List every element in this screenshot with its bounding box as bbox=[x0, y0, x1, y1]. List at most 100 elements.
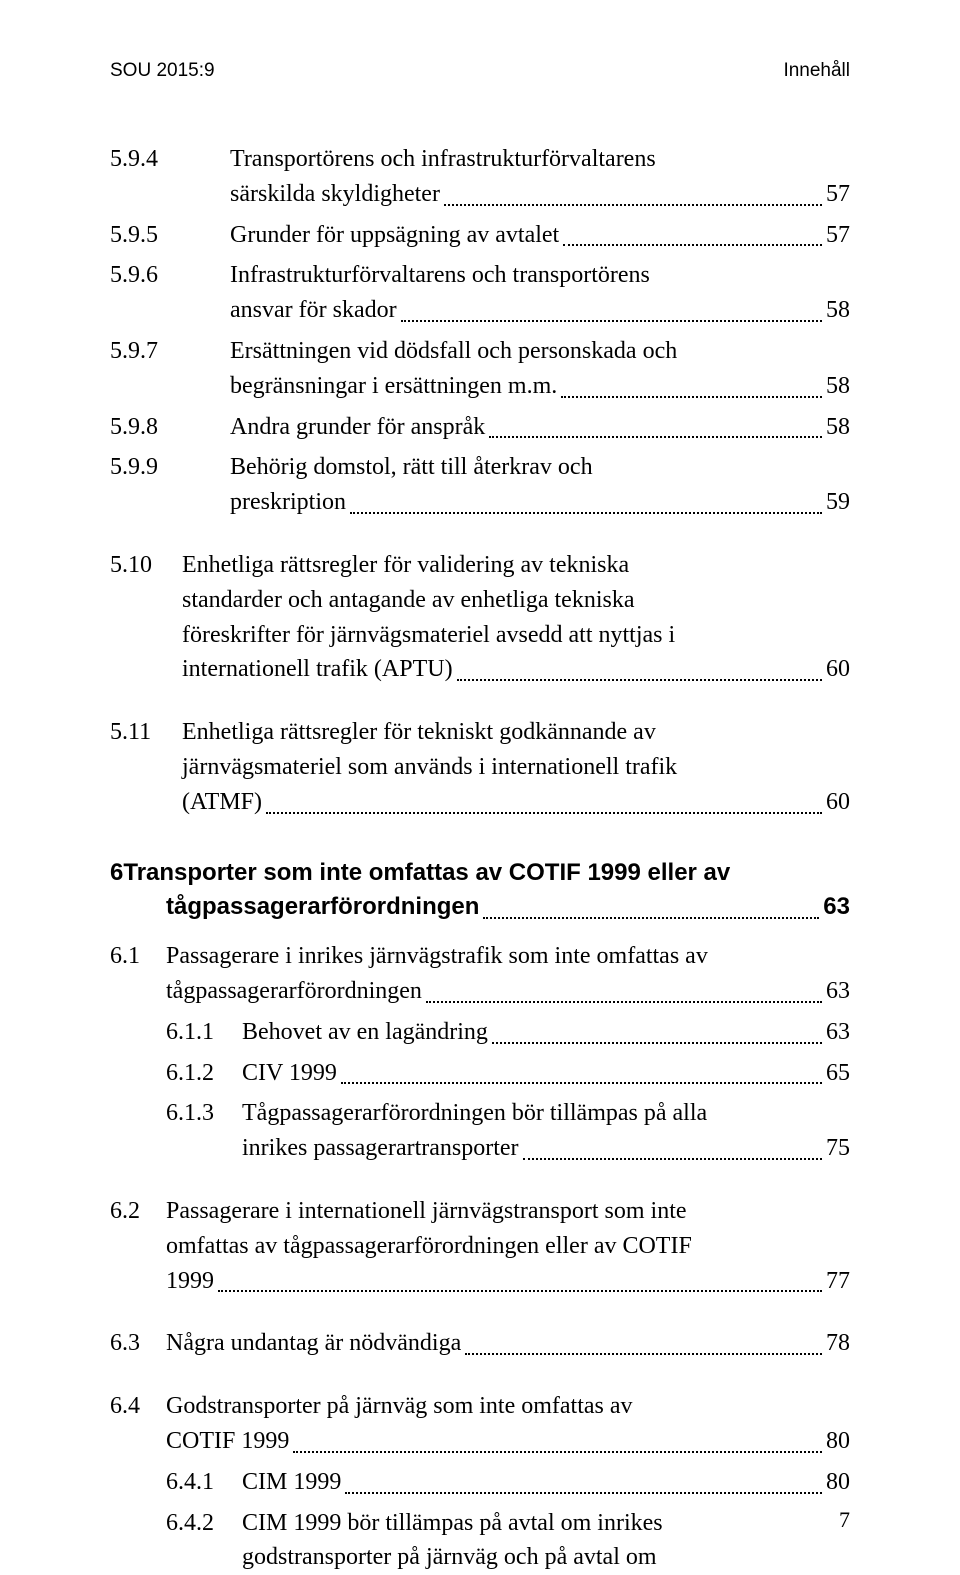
toc-chapter: 6Transporter som inte omfattas av COTIF … bbox=[110, 856, 850, 926]
toc-num: 5.11 bbox=[110, 715, 182, 750]
toc-title: Andra grunder för anspråk bbox=[230, 410, 485, 445]
toc-entry: 6.2Passagerare i internationell järnvägs… bbox=[110, 1194, 850, 1298]
toc-page: 59 bbox=[826, 485, 850, 520]
toc-title: godstransporter på järnväg och på avtal … bbox=[166, 1540, 850, 1575]
toc-entry: 6.4Godstransporter på järnväg som inte o… bbox=[110, 1389, 850, 1575]
toc-entry: 6.3 Några undantag är nödvändiga 78 bbox=[110, 1326, 850, 1361]
toc-page: 65 bbox=[826, 1056, 850, 1091]
leader bbox=[293, 1450, 822, 1453]
toc-entry: 5.11Enhetliga rättsregler för tekniskt g… bbox=[110, 715, 850, 819]
leader bbox=[401, 319, 822, 322]
toc-title: standarder och antagande av enhetliga te… bbox=[110, 583, 850, 618]
toc-entry: 5.9.4Transportörens och infrastrukturför… bbox=[110, 142, 850, 212]
toc-num: 6.3 bbox=[110, 1326, 166, 1361]
toc-entry: 5.9.6Infrastrukturförvaltarens och trans… bbox=[110, 258, 850, 328]
toc-title: CIV 1999 bbox=[242, 1056, 337, 1091]
toc-title: Passagerare i internationell järnvägstra… bbox=[166, 1194, 687, 1229]
toc-entry: 5.9.8 Andra grunder för anspråk 58 bbox=[110, 410, 850, 445]
toc-title: omfattas av tågpassagerarförordningen el… bbox=[110, 1229, 850, 1264]
toc-entry: 5.10Enhetliga rättsregler för validering… bbox=[110, 548, 850, 687]
leader bbox=[563, 243, 822, 246]
toc-num: 6.2 bbox=[110, 1194, 166, 1229]
toc-entry: 5.9.9Behörig domstol, rätt till återkrav… bbox=[110, 450, 850, 520]
toc-title: Ersättningen vid dödsfall och personskad… bbox=[230, 334, 677, 369]
toc-num: 5.9.4 bbox=[110, 142, 230, 177]
toc-title: COTIF 1999 bbox=[166, 1424, 289, 1459]
toc-title: inrikes passagerartransporter bbox=[242, 1131, 519, 1166]
toc-title: CIM 1999 bör tillämpas på avtal om inrik… bbox=[242, 1506, 663, 1541]
toc-entry: 6.1Passagerare i inrikes järnvägstrafik … bbox=[110, 939, 850, 1166]
toc-page: 63 bbox=[826, 1015, 850, 1050]
leader bbox=[350, 511, 822, 514]
toc-title: ansvar för skador bbox=[230, 293, 397, 328]
toc-num: 6 bbox=[110, 856, 123, 891]
toc-entry: 5.9.7Ersättningen vid dödsfall och perso… bbox=[110, 334, 850, 404]
leader bbox=[345, 1491, 822, 1494]
toc-title: tågpassagerarförordningen bbox=[166, 974, 422, 1009]
toc-entry: 6.4.1CIM 1999 80 bbox=[110, 1465, 850, 1500]
toc-page: 80 bbox=[826, 1465, 850, 1500]
toc-title: Enhetliga rättsregler för tekniskt godkä… bbox=[182, 715, 656, 750]
leader bbox=[483, 916, 819, 919]
toc-entry: 6.4.2CIM 1999 bör tillämpas på avtal om … bbox=[110, 1506, 850, 1575]
toc-page: 75 bbox=[826, 1131, 850, 1166]
toc-num: 6.4.2 bbox=[166, 1506, 242, 1541]
toc-entry: 6.1.1Behovet av en lagändring63 bbox=[110, 1015, 850, 1050]
toc-page: 60 bbox=[826, 785, 850, 820]
toc-entry: 6.1.3Tågpassagerarförordningen bör tillä… bbox=[110, 1096, 850, 1166]
toc-title: Behörig domstol, rätt till återkrav och bbox=[230, 450, 593, 485]
toc-title: Tågpassagerarförordningen bör tillämpas … bbox=[242, 1096, 707, 1131]
toc-num: 5.9.5 bbox=[110, 218, 230, 253]
toc-page: 63 bbox=[826, 974, 850, 1009]
toc-page: 58 bbox=[826, 410, 850, 445]
toc-num: 6.1 bbox=[110, 939, 166, 974]
toc-page: 57 bbox=[826, 177, 850, 212]
toc-title: Grunder för uppsägning av avtalet bbox=[230, 218, 559, 253]
page-number: 7 bbox=[839, 1507, 850, 1533]
toc-page: 80 bbox=[826, 1424, 850, 1459]
leader bbox=[218, 1289, 822, 1292]
toc-num: 5.9.8 bbox=[110, 410, 230, 445]
toc-page: 60 bbox=[826, 652, 850, 687]
running-header: SOU 2015:9 Innehåll bbox=[110, 60, 850, 82]
toc-entry: 5.9.5 Grunder för uppsägning av avtalet … bbox=[110, 218, 850, 253]
leader bbox=[489, 435, 822, 438]
header-left: SOU 2015:9 bbox=[110, 60, 215, 82]
leader bbox=[426, 1000, 822, 1003]
toc-num: 6.1.1 bbox=[166, 1015, 242, 1050]
toc-entry: 6.1.2CIV 1999 65 bbox=[110, 1056, 850, 1091]
toc-page: 57 bbox=[826, 218, 850, 253]
toc-num: 5.9.9 bbox=[110, 450, 230, 485]
toc-num: 5.10 bbox=[110, 548, 182, 583]
table-of-contents: 5.9.4Transportörens och infrastrukturför… bbox=[110, 142, 850, 1575]
leader bbox=[523, 1157, 822, 1160]
toc-title: preskription bbox=[230, 485, 346, 520]
toc-num: 6.1.2 bbox=[166, 1056, 242, 1091]
leader bbox=[444, 203, 822, 206]
leader bbox=[266, 811, 822, 814]
toc-page: 78 bbox=[826, 1326, 850, 1361]
toc-title: föreskrifter för järnvägsmateriel avsedd… bbox=[110, 618, 850, 653]
toc-num: 6.4.1 bbox=[166, 1465, 242, 1500]
toc-page: 77 bbox=[826, 1264, 850, 1299]
toc-title: Transporter som inte omfattas av COTIF 1… bbox=[123, 856, 730, 891]
toc-title: (ATMF) bbox=[182, 785, 262, 820]
toc-title: Infrastrukturförvaltarens och transportö… bbox=[230, 258, 650, 293]
leader bbox=[457, 678, 822, 681]
toc-title: särskilda skyldigheter bbox=[230, 177, 440, 212]
toc-title: tågpassagerarförordningen bbox=[166, 890, 479, 925]
leader bbox=[561, 395, 822, 398]
toc-page: 58 bbox=[826, 293, 850, 328]
toc-title: Några undantag är nödvändiga bbox=[166, 1326, 461, 1361]
toc-title: Enhetliga rättsregler för validering av … bbox=[182, 548, 629, 583]
toc-title: CIM 1999 bbox=[242, 1465, 341, 1500]
toc-num: 5.9.6 bbox=[110, 258, 230, 293]
header-right: Innehåll bbox=[783, 60, 850, 82]
toc-title: Godstransporter på järnväg som inte omfa… bbox=[166, 1389, 633, 1424]
toc-num: 6.1.3 bbox=[166, 1096, 242, 1131]
toc-num: 6.4 bbox=[110, 1389, 166, 1424]
leader bbox=[341, 1081, 822, 1084]
toc-title: internationell trafik (APTU) bbox=[182, 652, 453, 687]
leader bbox=[492, 1041, 822, 1044]
toc-page: 58 bbox=[826, 369, 850, 404]
